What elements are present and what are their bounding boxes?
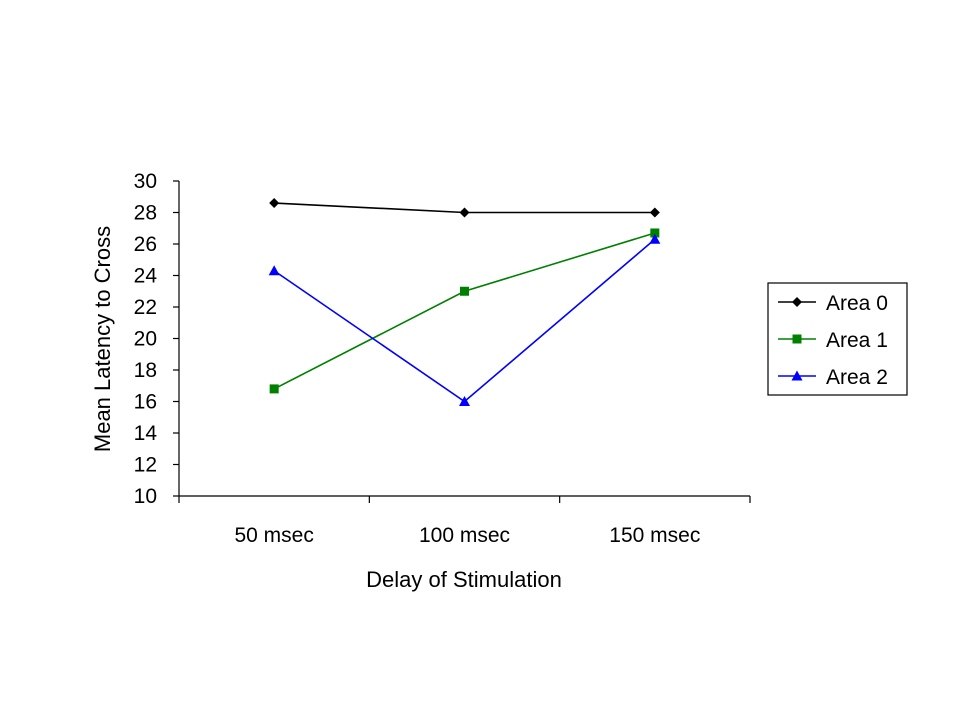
y-tick-label: 12 (134, 454, 157, 477)
series-area-0 (269, 198, 660, 218)
data-point (459, 207, 470, 218)
y-tick-label: 28 (134, 202, 157, 225)
data-point (649, 233, 661, 244)
x-tick-label: 100 msec (419, 524, 510, 547)
y-tick-label: 26 (134, 233, 157, 256)
series-area-1 (269, 228, 660, 394)
x-tick-label: 150 msec (609, 524, 700, 547)
data-point (650, 228, 660, 238)
legend-label: Area 2 (826, 366, 888, 389)
data-point (459, 396, 470, 406)
legend-marker (792, 297, 802, 307)
legend-label: Area 1 (826, 329, 888, 352)
x-axis-title: Delay of Stimulation (366, 567, 562, 592)
legend-item: Area 0 (778, 292, 888, 315)
legend-marker (792, 334, 802, 344)
y-tick-label: 30 (134, 170, 157, 193)
y-tick-label: 24 (134, 265, 158, 288)
series-area-2 (268, 233, 661, 406)
y-tick-label: 16 (134, 391, 157, 414)
y-tick-label: 22 (134, 296, 157, 319)
legend-item: Area 1 (778, 329, 888, 352)
axes (178, 181, 750, 497)
legend-marker (791, 370, 803, 381)
data-point (269, 384, 279, 394)
y-tick-label: 18 (134, 359, 157, 382)
y-tick-label: 14 (134, 422, 158, 445)
legend-label: Area 0 (826, 292, 888, 315)
data-point (269, 198, 280, 209)
legend: Area 0 Area 1 Area 2 (767, 282, 908, 396)
y-axis-ticks: 10 12 14 16 18 20 22 24 26 28 30 (134, 170, 179, 508)
y-tick-label: 10 (134, 485, 157, 508)
data-point (268, 265, 280, 276)
series-layer (268, 198, 661, 406)
x-axis-ticks: 50 msec 100 msec 150 msec (178, 496, 751, 547)
series-line (273, 238, 656, 403)
y-axis-title: Mean Latency to Cross (90, 226, 115, 452)
y-tick-label: 20 (134, 328, 157, 351)
data-point (649, 207, 660, 218)
data-point (460, 286, 469, 296)
x-tick-label: 50 msec (234, 524, 313, 547)
legend-item: Area 2 (778, 366, 888, 389)
